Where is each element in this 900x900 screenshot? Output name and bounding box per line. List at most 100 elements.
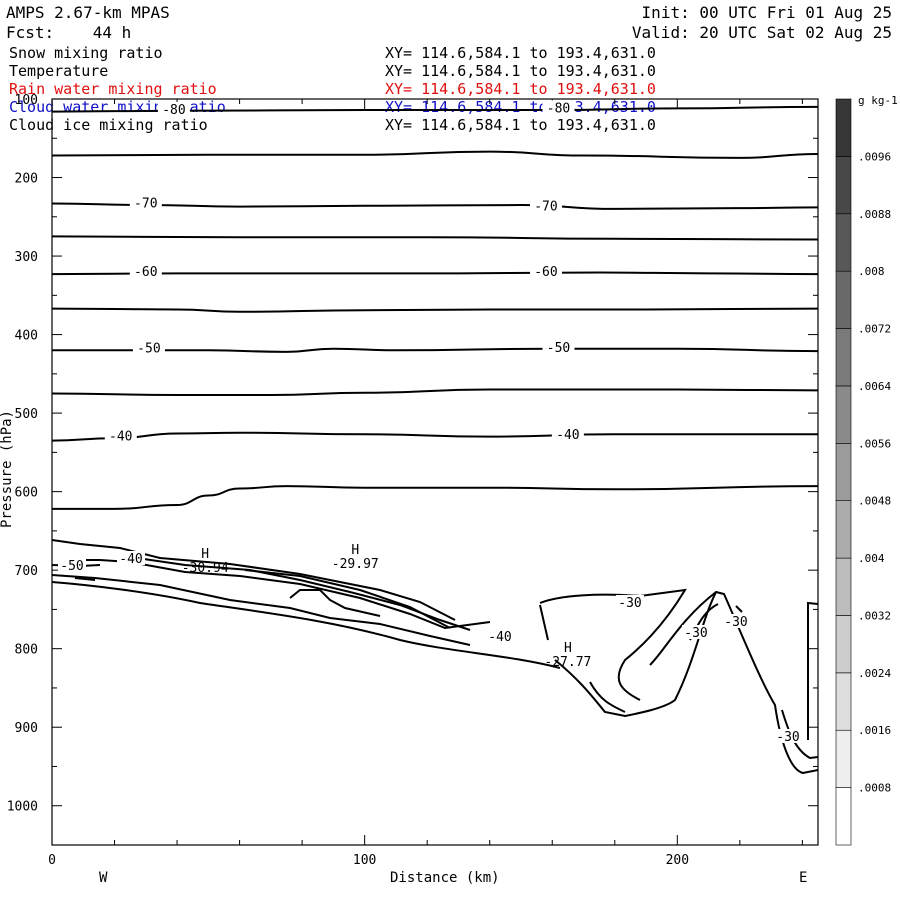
- label-layer: -80 -80-70 -70-60 -60-50 -50-40 -40H-30.94H-2…: [58, 100, 802, 745]
- low-level-contour: [289, 589, 381, 617]
- field-name-snow: Snow mixing ratio: [9, 44, 163, 62]
- low-level-label: -30: [776, 730, 799, 745]
- low-level-label: -40: [488, 630, 511, 645]
- low-level-contour: [74, 577, 96, 581]
- colorbar-units: g kg-1: [858, 94, 898, 107]
- colorbar-tick-label: .0016: [858, 724, 891, 737]
- y-tick-label: 800: [15, 643, 38, 658]
- x-tick-label: 200: [666, 853, 689, 868]
- low-level-contour: [244, 569, 451, 629]
- isotherm-line: [51, 347, 819, 353]
- extremum-value: -30.94: [182, 561, 229, 576]
- y-tick-label: 700: [15, 564, 38, 579]
- contour-label: -50: [547, 341, 570, 356]
- colorbar-box: [835, 270, 852, 329]
- y-tick-label: 600: [15, 486, 38, 501]
- low-level-contour: [649, 590, 819, 775]
- low-level-label-bg: [722, 614, 750, 628]
- contour-label-bg: [542, 339, 575, 355]
- contour-label-bg: [129, 263, 162, 279]
- isotherm-line: [51, 307, 819, 313]
- low-level-label: -30: [724, 615, 747, 630]
- low-level-label: -30: [684, 626, 707, 641]
- colorbar-box: [835, 787, 852, 846]
- colorbar-tick-label: .0032: [858, 609, 891, 622]
- colorbar: .0008 .0016 .0024 .0032 .004 .0048 .0056 .0064.…: [835, 94, 898, 846]
- low-level-label-bg: [616, 595, 644, 609]
- low-level-contour: [539, 588, 687, 701]
- contour-label: -70: [134, 196, 157, 211]
- east-label: E: [799, 870, 808, 886]
- extremum-marker: H: [351, 543, 359, 558]
- y-tick-label: 300: [15, 250, 38, 265]
- isotherm-line: [51, 202, 819, 210]
- low-level-label-bg: [58, 558, 86, 572]
- contour-label: -70: [534, 200, 557, 215]
- contour-label-bg: [551, 427, 584, 443]
- colorbar-box: [835, 500, 852, 559]
- colorbar-tick-label: .0008: [858, 782, 891, 795]
- contour-label: -80: [547, 101, 570, 116]
- init-time: Init: 00 UTC Fri 01 Aug 25: [641, 3, 892, 22]
- contour-label: -60: [534, 265, 557, 280]
- low-level-contour: [735, 605, 743, 613]
- isotherm-line: [51, 271, 819, 276]
- colorbar-box: [835, 729, 852, 788]
- low-level-label-bg: [486, 629, 514, 643]
- contour-label-bg: [529, 263, 562, 279]
- low-level-contour: [807, 601, 819, 740]
- contour-label-bg: [542, 100, 575, 116]
- low-level-label: -50: [60, 559, 83, 574]
- y-tick-label: 100: [15, 93, 38, 108]
- colorbar-box: [835, 672, 852, 731]
- extremum-value: -29.97: [332, 557, 379, 572]
- colorbar-tick-label: .0072: [858, 323, 891, 336]
- low-level-contour: [589, 681, 626, 713]
- colorbar-box: [835, 443, 852, 501]
- colorbar-box: [835, 213, 852, 272]
- west-label: W: [99, 870, 108, 886]
- y-tick-label: 200: [15, 172, 38, 187]
- field-name-cloud-ice: Cloud ice mixing ratio: [9, 116, 208, 134]
- y-tick-label: 900: [15, 721, 38, 736]
- low-level-contour: [51, 574, 471, 646]
- contour-label: -60: [134, 265, 157, 280]
- colorbar-tick-label: .0096: [858, 150, 891, 163]
- x-axis-label: Distance (km): [390, 870, 500, 886]
- field-xy-snow: XY= 114.6,584.1 to 193.4,631.0: [385, 44, 656, 62]
- y-tick-label: 1000: [7, 800, 38, 815]
- isotherm-line: [51, 150, 819, 159]
- colorbar-box: [835, 385, 852, 444]
- isotherm-line: [52, 485, 819, 510]
- valid-time: Valid: 20 UTC Sat 02 Aug 25: [631, 23, 892, 42]
- low-level-label-bg: [682, 625, 710, 639]
- colorbar-tick-label: .0064: [858, 380, 891, 393]
- low-level-label-bg: [774, 729, 802, 743]
- colorbar-tick-label: .0056: [858, 437, 891, 450]
- low-level-contour: [129, 556, 471, 631]
- field-name-rain: Rain water mixing ratio: [9, 80, 217, 98]
- extremum-value: -27.77: [544, 655, 591, 670]
- colorbar-tick-label: .0088: [858, 208, 891, 221]
- extremum-marker: H: [564, 641, 572, 656]
- low-level-contour: [51, 581, 561, 669]
- low-level-label: -30: [618, 596, 641, 611]
- field-xy-cloud-ice: XY= 114.6,584.1 to 193.4,631.0: [385, 116, 656, 134]
- y-axis-label: Pressure (hPa): [0, 410, 15, 529]
- colorbar-tick-label: .0048: [858, 495, 891, 508]
- plot-frame: [51, 98, 819, 846]
- colorbar-tick-label: .0024: [858, 667, 891, 680]
- field-name-temperature: Temperature: [9, 62, 109, 80]
- contour-label: -40: [109, 430, 132, 445]
- contour-label: -80: [162, 103, 185, 118]
- colorbar-box: [835, 156, 852, 215]
- contour-label-bg: [132, 340, 165, 356]
- contour-label-bg: [129, 195, 162, 211]
- field-xy-rain: XY= 114.6,584.1 to 193.4,631.0: [385, 80, 656, 98]
- colorbar-box: [835, 615, 852, 674]
- low-level-label-bg: [117, 551, 145, 565]
- contour-label-bg: [157, 101, 190, 117]
- contour-label: -50: [137, 342, 160, 357]
- isotherm-line: [51, 235, 819, 241]
- colorbar-box: [835, 557, 852, 616]
